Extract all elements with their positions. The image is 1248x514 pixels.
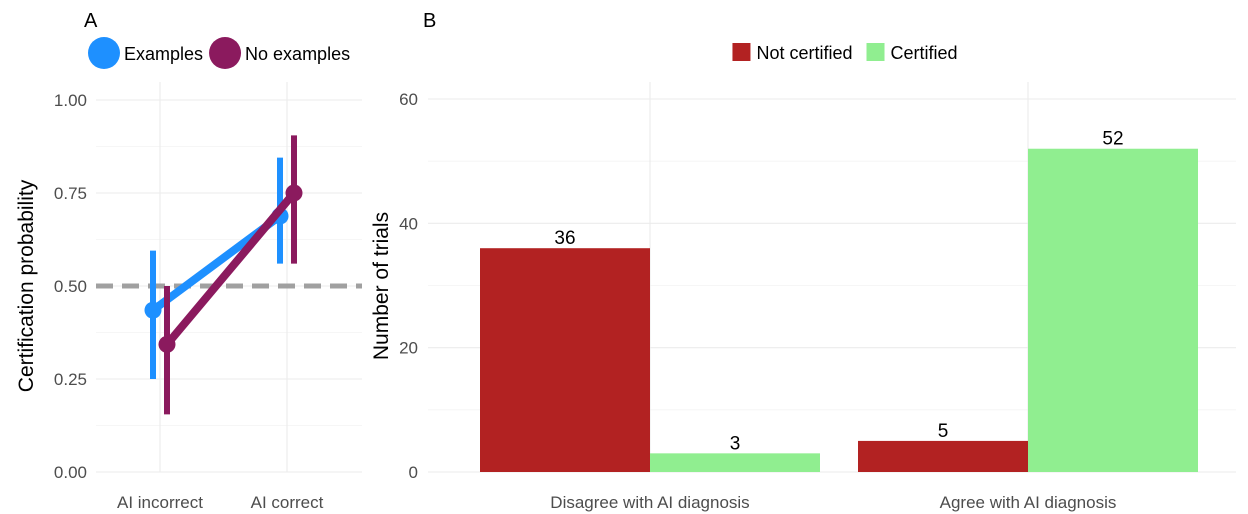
bar-value-label: 36	[554, 228, 575, 249]
panel-a: A 0.00 0.25 0.50 0.75 1.00 AI incorrect AI co…	[15, 10, 362, 512]
panel-b-letter: B	[423, 10, 436, 32]
bar	[480, 248, 650, 472]
panel-a-x-tick-label: AI incorrect	[117, 493, 203, 512]
legend-item: Certified	[866, 43, 958, 63]
panel-b-data-labels: 36 5 3 52	[554, 129, 1123, 455]
panel-b-y-tick-label: 60	[399, 90, 418, 109]
data-point	[285, 184, 303, 202]
panel-b-x-tick-labels: Disagree with AI diagnosis Agree with AI …	[550, 493, 1116, 512]
panel-a-x-tick-labels: AI incorrect AI correct	[117, 493, 324, 512]
panel-a-y-tick-label: 0.75	[54, 184, 87, 203]
panel-a-legend: Examples No examples	[88, 37, 350, 69]
series-line	[163, 189, 298, 349]
series-no-examples	[158, 135, 303, 415]
bar	[1028, 148, 1198, 472]
panel-b-y-tick-labels: 0 20 40 60	[399, 90, 418, 482]
panel-b-y-tick-label: 20	[399, 339, 418, 358]
bar	[858, 440, 1028, 472]
bar-value-label: 52	[1102, 129, 1123, 150]
legend-key	[88, 37, 120, 69]
legend-key	[732, 43, 751, 61]
panel-a-gridlines	[96, 82, 362, 473]
legend-label: Examples	[124, 44, 203, 64]
panel-a-series	[144, 135, 303, 415]
panel-b-x-tick-label: Agree with AI diagnosis	[940, 493, 1117, 512]
panel-a-y-tick-label: 0.50	[54, 277, 87, 296]
data-point	[158, 335, 176, 353]
panel-a-y-tick-label: 0.25	[54, 370, 87, 389]
legend-key	[866, 43, 885, 61]
panel-b-bars	[480, 148, 1198, 472]
panel-a-letter: A	[84, 10, 98, 32]
panel-b-y-axis-title: Number of trials	[370, 212, 393, 360]
panel-b: B 36 5 3 52 0 20 40 60 Disagree with AI diagno…	[370, 10, 1236, 512]
legend-label: Not certified	[756, 43, 852, 63]
data-point	[144, 301, 162, 319]
legend-key	[209, 37, 242, 69]
panel-b-y-tick-label: 40	[399, 214, 418, 233]
bar	[650, 453, 820, 472]
bar-value-label: 3	[730, 433, 741, 454]
legend-label: Certified	[891, 43, 958, 63]
panel-a-y-tick-label: 0.00	[54, 463, 87, 482]
panel-b-legend: Not certified Certified	[732, 43, 958, 63]
legend-label: No examples	[245, 44, 350, 64]
bar-value-label: 5	[938, 421, 949, 442]
panel-a-x-tick-label: AI correct	[251, 493, 324, 512]
panel-a-y-axis-title: Certification probability	[15, 179, 38, 392]
legend-item: Not certified	[732, 43, 853, 63]
panel-a-y-tick-label: 1.00	[54, 91, 87, 110]
panel-a-y-tick-labels: 0.00 0.25 0.50 0.75 1.00	[54, 91, 87, 482]
panel-b-y-tick-label: 0	[409, 463, 418, 482]
panel-b-x-tick-label: Disagree with AI diagnosis	[550, 493, 749, 512]
